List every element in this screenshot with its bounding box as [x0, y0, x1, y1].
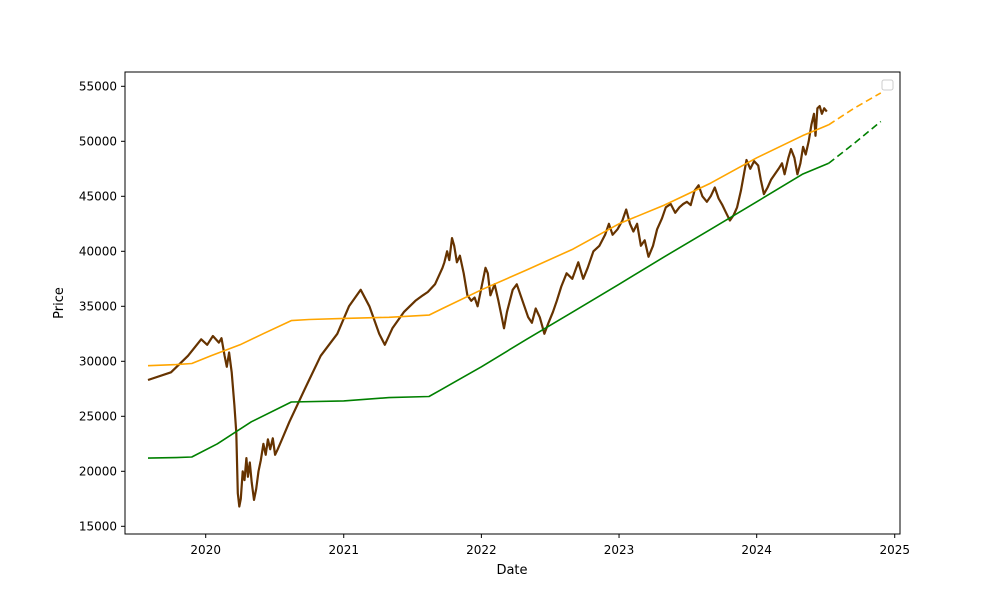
y-axis: 15000 20000 25000 30000 35000 40000 45000 50000…	[79, 79, 125, 533]
y-tick-label: 40000	[79, 244, 117, 258]
y-tick-label: 30000	[79, 354, 117, 368]
lower-band-projection-line	[828, 120, 882, 164]
lower-band-line	[147, 162, 830, 459]
x-tick-label: 2023	[604, 543, 635, 557]
series-layer	[147, 92, 882, 508]
y-tick-label: 50000	[79, 134, 117, 148]
upper-band-line	[147, 124, 830, 367]
x-tick-label: 2022	[466, 543, 497, 557]
x-axis: 2020 2021 2022 2023 2024 2025	[190, 534, 910, 557]
x-tick-label: 2025	[879, 543, 910, 557]
x-tick-label: 2021	[328, 543, 359, 557]
price-line	[147, 105, 828, 508]
y-axis-label: Price	[52, 287, 67, 319]
y-tick-label: 20000	[79, 464, 117, 478]
x-tick-label: 2024	[741, 543, 772, 557]
y-tick-label: 15000	[79, 519, 117, 533]
y-tick-label: 35000	[79, 299, 117, 313]
upper-band-projection-line	[828, 92, 882, 126]
legend-box	[881, 79, 894, 91]
y-tick-label: 45000	[79, 189, 117, 203]
x-axis-label: Date	[496, 563, 527, 578]
plot-area-frame	[124, 71, 901, 535]
x-tick-label: 2020	[190, 543, 221, 557]
y-tick-label: 55000	[79, 79, 117, 93]
y-tick-label: 25000	[79, 409, 117, 423]
